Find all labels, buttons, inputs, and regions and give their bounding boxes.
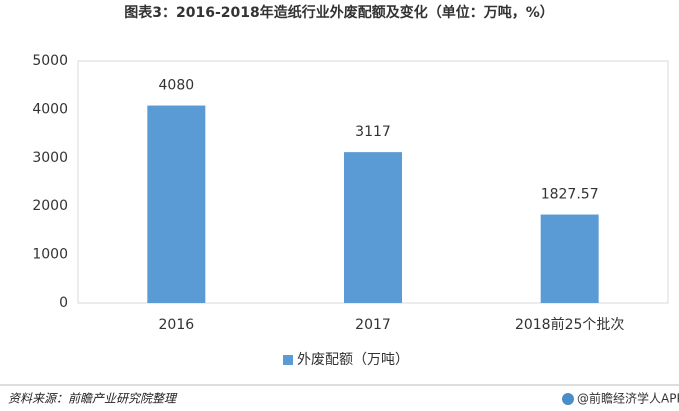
value-label: 1827.57 [541,187,599,203]
bar [540,214,599,303]
bar [344,152,402,303]
x-tick-label: 2018前25个批次 [515,316,624,333]
y-tick-label: 5000 [32,53,68,69]
y-tick-label: 0 [59,295,68,311]
y-tick-label: 4000 [32,101,68,117]
y-tick-label: 3000 [32,150,68,166]
value-label: 4080 [159,78,195,94]
y-tick-label: 1000 [32,247,68,263]
footer-brand: @前瞻经济学人APP [577,391,679,406]
chart-title: 图表3：2016-2018年造纸行业外废配额及变化（单位：万吨，%） [124,4,554,21]
x-tick-label: 2016 [159,317,195,333]
legend-label: 外废配额（万吨） [297,352,409,368]
value-label: 3117 [355,124,391,140]
legend-swatch [283,355,293,365]
footer-source: 资料来源：前瞻产业研究院整理 [8,392,178,406]
x-tick-label: 2017 [355,317,391,333]
y-tick-label: 2000 [32,198,68,214]
bar [147,105,206,303]
brand-icon [562,393,574,405]
